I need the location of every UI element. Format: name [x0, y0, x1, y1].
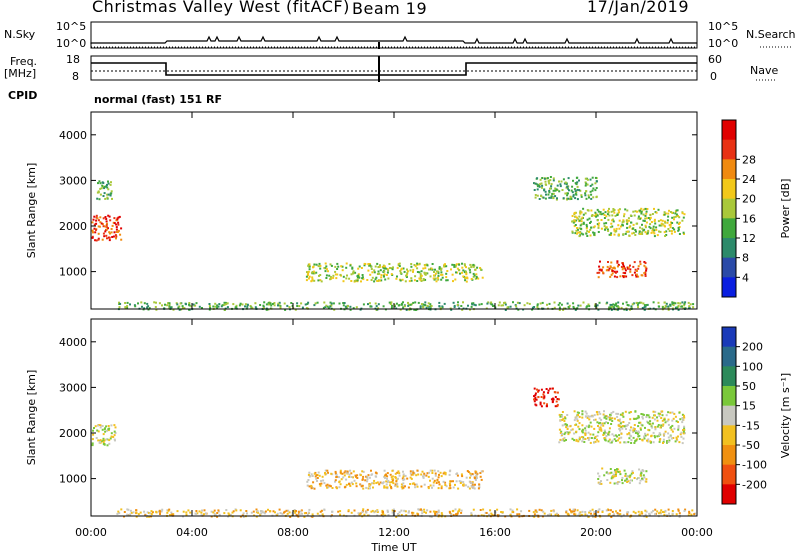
- noise-tick-left-bottom: 10^0: [56, 37, 87, 50]
- nave-label: Nave: [750, 64, 779, 77]
- power-colorbar-label-2: 12: [742, 232, 756, 245]
- freq-label: Freq.: [10, 55, 38, 68]
- velocity-region-4: [558, 410, 686, 445]
- power-colorbar-swatch-6: [722, 238, 736, 259]
- velocity-ytick-label-3000: 3000: [59, 381, 87, 394]
- velocity-colorbar-label-6: -100: [742, 459, 767, 472]
- velocity-colorbar-swatch-5: [722, 425, 736, 446]
- freq-line: [91, 62, 697, 76]
- cpid-label: CPID: [8, 89, 38, 102]
- velocity-colorbar-label-5: -50: [742, 439, 760, 452]
- power-ytick-label-1000: 1000: [59, 266, 87, 279]
- power-region-2: [305, 262, 484, 283]
- power-region-1: [96, 180, 113, 201]
- velocity-region-0: [91, 424, 117, 447]
- power-colorbar-label-3: 16: [742, 212, 756, 225]
- cpid-value: normal (fast) 151 RF: [94, 93, 222, 106]
- nave-tick-bottom: 0: [710, 70, 717, 83]
- velocity-colorbar-label-7: -200: [742, 478, 767, 491]
- xtick-label-0: 00:00: [75, 526, 107, 539]
- freq-unit-label: [MHz]: [4, 67, 37, 80]
- velocity-region-3: [533, 387, 560, 408]
- nsearch-label: N.Search: [746, 28, 796, 41]
- xaxis-label: Time UT: [370, 541, 416, 554]
- power-colorbar-swatch-4: [722, 198, 736, 219]
- velocity-region-5: [597, 467, 648, 485]
- power-region-3: [117, 301, 695, 311]
- power-ytick-label-3000: 3000: [59, 174, 87, 187]
- noise-tick-right-top: 10^5: [708, 20, 739, 33]
- noise-panel: [90, 21, 698, 49]
- velocity-colorbar-label-0: 200: [742, 341, 763, 354]
- power-region-0: [91, 214, 123, 242]
- noise-tick-left-top: 10^5: [56, 20, 87, 33]
- velocity-ytick-label-4000: 4000: [59, 336, 87, 349]
- power-colorbar-frame: [721, 119, 737, 298]
- velocity-colorbar-swatch-0: [722, 327, 736, 348]
- velocity-region-2: [116, 508, 697, 518]
- xtick-label-6: 00:00: [681, 526, 713, 539]
- power-ylabel: Slant Range [km]: [25, 163, 38, 259]
- xtick-label-1: 04:00: [176, 526, 208, 539]
- power-colorbar-swatch-7: [722, 257, 736, 278]
- date-label: 17/Jan/2019: [587, 0, 690, 16]
- power-ytick-label-4000: 4000: [59, 129, 87, 142]
- power-colorbar-swatch-1: [722, 139, 736, 160]
- velocity-colorbar-swatch-2: [722, 366, 736, 387]
- velocity-ytick-label-1000: 1000: [59, 473, 87, 486]
- velocity-colorbar-label-2: 50: [742, 380, 756, 393]
- power-colorbar-label-1: 8: [742, 252, 749, 265]
- nsky-label: N.Sky: [4, 28, 36, 41]
- nave-tick-top: 60: [708, 53, 722, 66]
- velocity-colorbar-swatch-7: [722, 464, 736, 485]
- power-region-5: [571, 207, 686, 238]
- freq-panel: [90, 55, 698, 81]
- power-ytick-label-2000: 2000: [59, 220, 87, 233]
- xtick-label-5: 20:00: [580, 526, 612, 539]
- xtick-label-3: 12:00: [378, 526, 410, 539]
- freq-tick-bottom: 8: [72, 70, 79, 83]
- noise-sky-line: [90, 35, 697, 44]
- velocity-colorbar-swatch-8: [722, 484, 736, 505]
- velocity-colorbar-swatch-1: [722, 346, 736, 367]
- power-colorbar-swatch-0: [722, 120, 736, 141]
- velocity-colorbar-swatch-4: [722, 405, 736, 426]
- xtick-label-2: 08:00: [277, 526, 309, 539]
- power-colorbar-label-4: 20: [742, 193, 756, 206]
- power-region-4: [533, 176, 598, 201]
- velocity-colorbar-swatch-3: [722, 386, 736, 407]
- power-colorbar-swatch-8: [722, 277, 736, 298]
- power-colorbar-swatch-5: [722, 218, 736, 239]
- velocity-ytick-label-2000: 2000: [59, 427, 87, 440]
- freq-tick-top: 18: [66, 53, 80, 66]
- velocity-region-1: [306, 469, 484, 490]
- power-colorbar-swatch-2: [722, 159, 736, 180]
- velocity-colorbar-title: Velocity [m s⁻¹]: [779, 373, 792, 458]
- velocity-colorbar-label-1: 100: [742, 360, 763, 373]
- power-colorbar-label-0: 4: [742, 271, 749, 284]
- xtick-label-4: 16:00: [479, 526, 511, 539]
- velocity-ylabel: Slant Range [km]: [25, 370, 38, 466]
- power-colorbar-label-5: 24: [742, 173, 756, 186]
- power-colorbar-title: Power [dB]: [779, 179, 792, 239]
- velocity-colorbar-frame: [721, 326, 737, 505]
- velocity-colorbar-label-4: -15: [742, 419, 760, 432]
- station-title: Christmas Valley West (fitACF): [92, 0, 350, 16]
- noise-tick-right-bottom: 10^0: [708, 37, 739, 50]
- velocity-colorbar-swatch-6: [722, 445, 736, 466]
- power-colorbar-swatch-3: [722, 179, 736, 200]
- velocity-colorbar-label-3: 15: [742, 400, 756, 413]
- power-panel-frame: [90, 111, 698, 310]
- power-region-6: [596, 260, 648, 279]
- beam-label: Beam 19: [352, 0, 428, 18]
- power-colorbar-label-6: 28: [742, 153, 756, 166]
